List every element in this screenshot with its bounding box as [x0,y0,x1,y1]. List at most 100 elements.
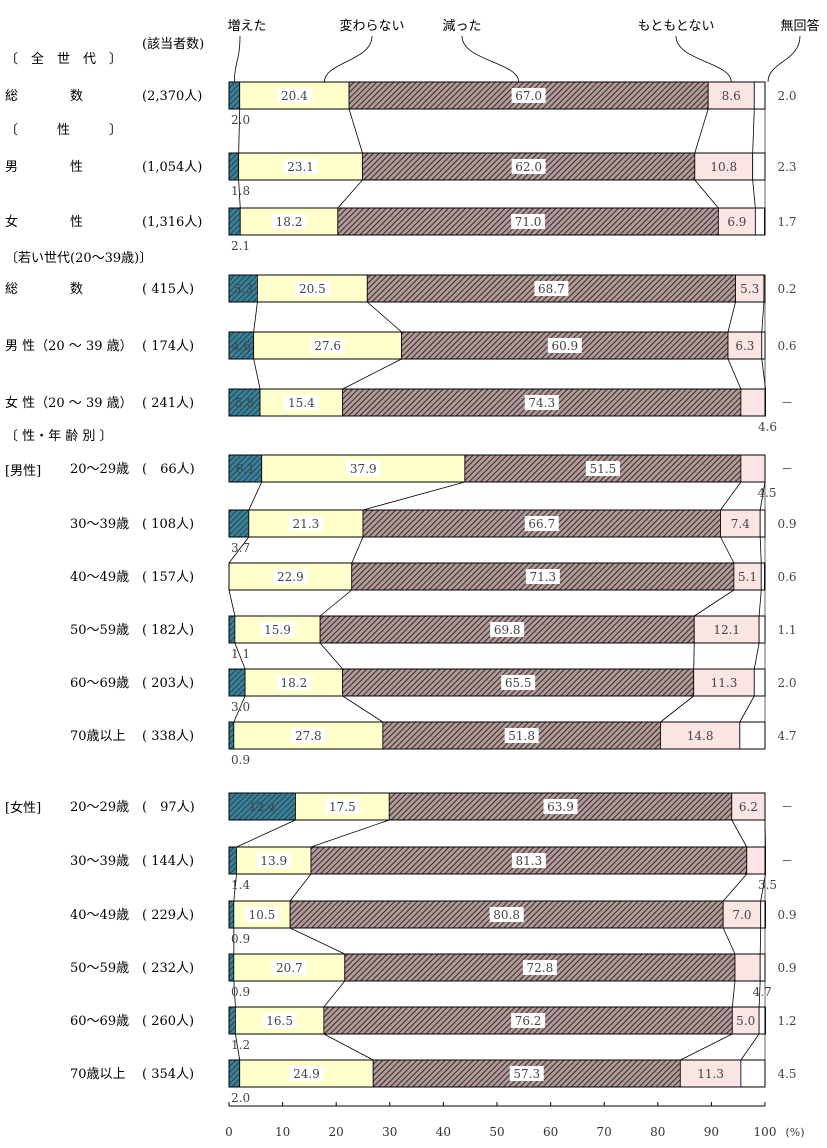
value-label-noanswer: － [781,854,793,868]
bar-segment [746,846,766,875]
row-count: ( 203人) [142,676,194,691]
value-label-bg [288,516,323,531]
connector-line [758,589,762,617]
value-label: 71.3 [529,570,556,584]
connector-line [289,927,345,955]
value-label-bg [543,799,578,814]
value-label: 22.9 [277,570,304,584]
connector-line [731,980,736,1008]
value-label: 14.8 [687,729,714,743]
x-tick-label: 100 [754,1125,777,1139]
value-label-bg [295,281,330,296]
connector-line [739,695,755,723]
value-label: 15.9 [264,623,291,637]
value-label: 11.3 [711,676,738,690]
bar-segment [228,721,235,750]
legend-leader-line [233,35,241,83]
value-label-bg [522,960,557,975]
connector-line [761,301,765,333]
value-label: 51.5 [590,462,617,476]
legend-label: 変わらない [339,18,404,34]
x-tick-label: 60 [543,1125,558,1139]
value-label-bg [273,569,308,584]
value-label: 5.0 [736,1014,755,1028]
value-label: 16.5 [266,1014,293,1028]
value-label: 57.3 [513,1067,540,1081]
bar-segment [228,792,296,821]
connector-line [759,481,766,511]
connector-line [253,301,258,333]
connector-line [694,108,709,154]
x-tick-label: 80 [650,1125,665,1139]
value-label: 5.8 [235,396,254,410]
value-label: 7.4 [731,517,750,531]
connector-line [694,179,719,209]
x-tick-label: 50 [489,1125,504,1139]
row-count: ( 144人) [142,854,194,869]
value-label-bg [504,728,539,743]
row-count: ( 157人) [142,570,194,585]
bar-outline [228,721,766,750]
bar-outline [228,274,766,303]
row-label: 60～69歳 [70,676,129,691]
connector-line [235,1033,241,1061]
connector-line [337,179,363,209]
value-label: 10.8 [710,160,737,174]
row-label: 40～49歳 [70,570,129,585]
row-count: ( 338人) [142,729,194,744]
value-label: 74.3 [528,396,555,410]
value-label-bg [272,960,307,975]
value-label: 1.8 [231,184,250,198]
value-label-noanswer: 2.0 [777,676,796,690]
bar-outline [228,81,766,110]
connector-line [319,642,343,670]
bar-segment [759,953,766,982]
connector-line [236,819,296,848]
connector-line [351,536,364,564]
connector-line [660,695,694,723]
value-label-noanswer: 1.1 [777,623,796,637]
value-label: 7.0 [732,908,751,922]
connector-line [727,358,742,390]
bar-segment [228,207,241,236]
legend-leader-line [767,35,801,83]
bar-segment [228,509,250,538]
value-label: 1.2 [231,1038,250,1052]
value-label: 24.9 [293,1067,320,1081]
value-label-bg [524,395,559,410]
row-label: 男 性 [5,160,83,175]
value-label: 12.4 [249,800,276,814]
row-count: ( 415人) [142,282,194,297]
value-label: 21.3 [293,517,320,531]
value-label-bg [511,853,546,868]
x-tick-label: 30 [382,1125,397,1139]
value-label: 1.1 [231,647,250,661]
value-label: 18.2 [280,676,307,690]
x-axis: 0 10 20 30 40 50 60 70 80 90 100 (%) [225,1102,805,1139]
value-label-bg [511,1013,546,1028]
row-label: 70歳以上 [70,1067,126,1082]
value-label: 17.5 [329,800,356,814]
row-count: (1,054人) [142,160,202,175]
connector-line [759,536,762,564]
connector-line [323,980,346,1008]
row-count: ( 97人) [142,800,195,815]
value-label-noanswer: － [781,462,793,476]
bar-outline [228,1059,766,1088]
connector-line [752,108,755,154]
value-label-bg [585,461,620,476]
value-label-bg [272,214,307,229]
bar-segment [740,1059,766,1088]
value-label: 20.5 [299,282,326,296]
row-count: ( 174人) [142,339,194,354]
bar-segment [731,1006,760,1035]
connector-line [758,980,761,1008]
bar-segment [760,562,765,591]
value-label: 3.7 [231,541,250,555]
value-label: 51.8 [508,729,535,743]
value-label: 4.7 [753,985,772,999]
connector-line [289,873,312,902]
section-header: 〔 性 〕 [5,123,122,138]
value-label: 2.0 [231,113,250,127]
value-label: 27.8 [295,729,322,743]
